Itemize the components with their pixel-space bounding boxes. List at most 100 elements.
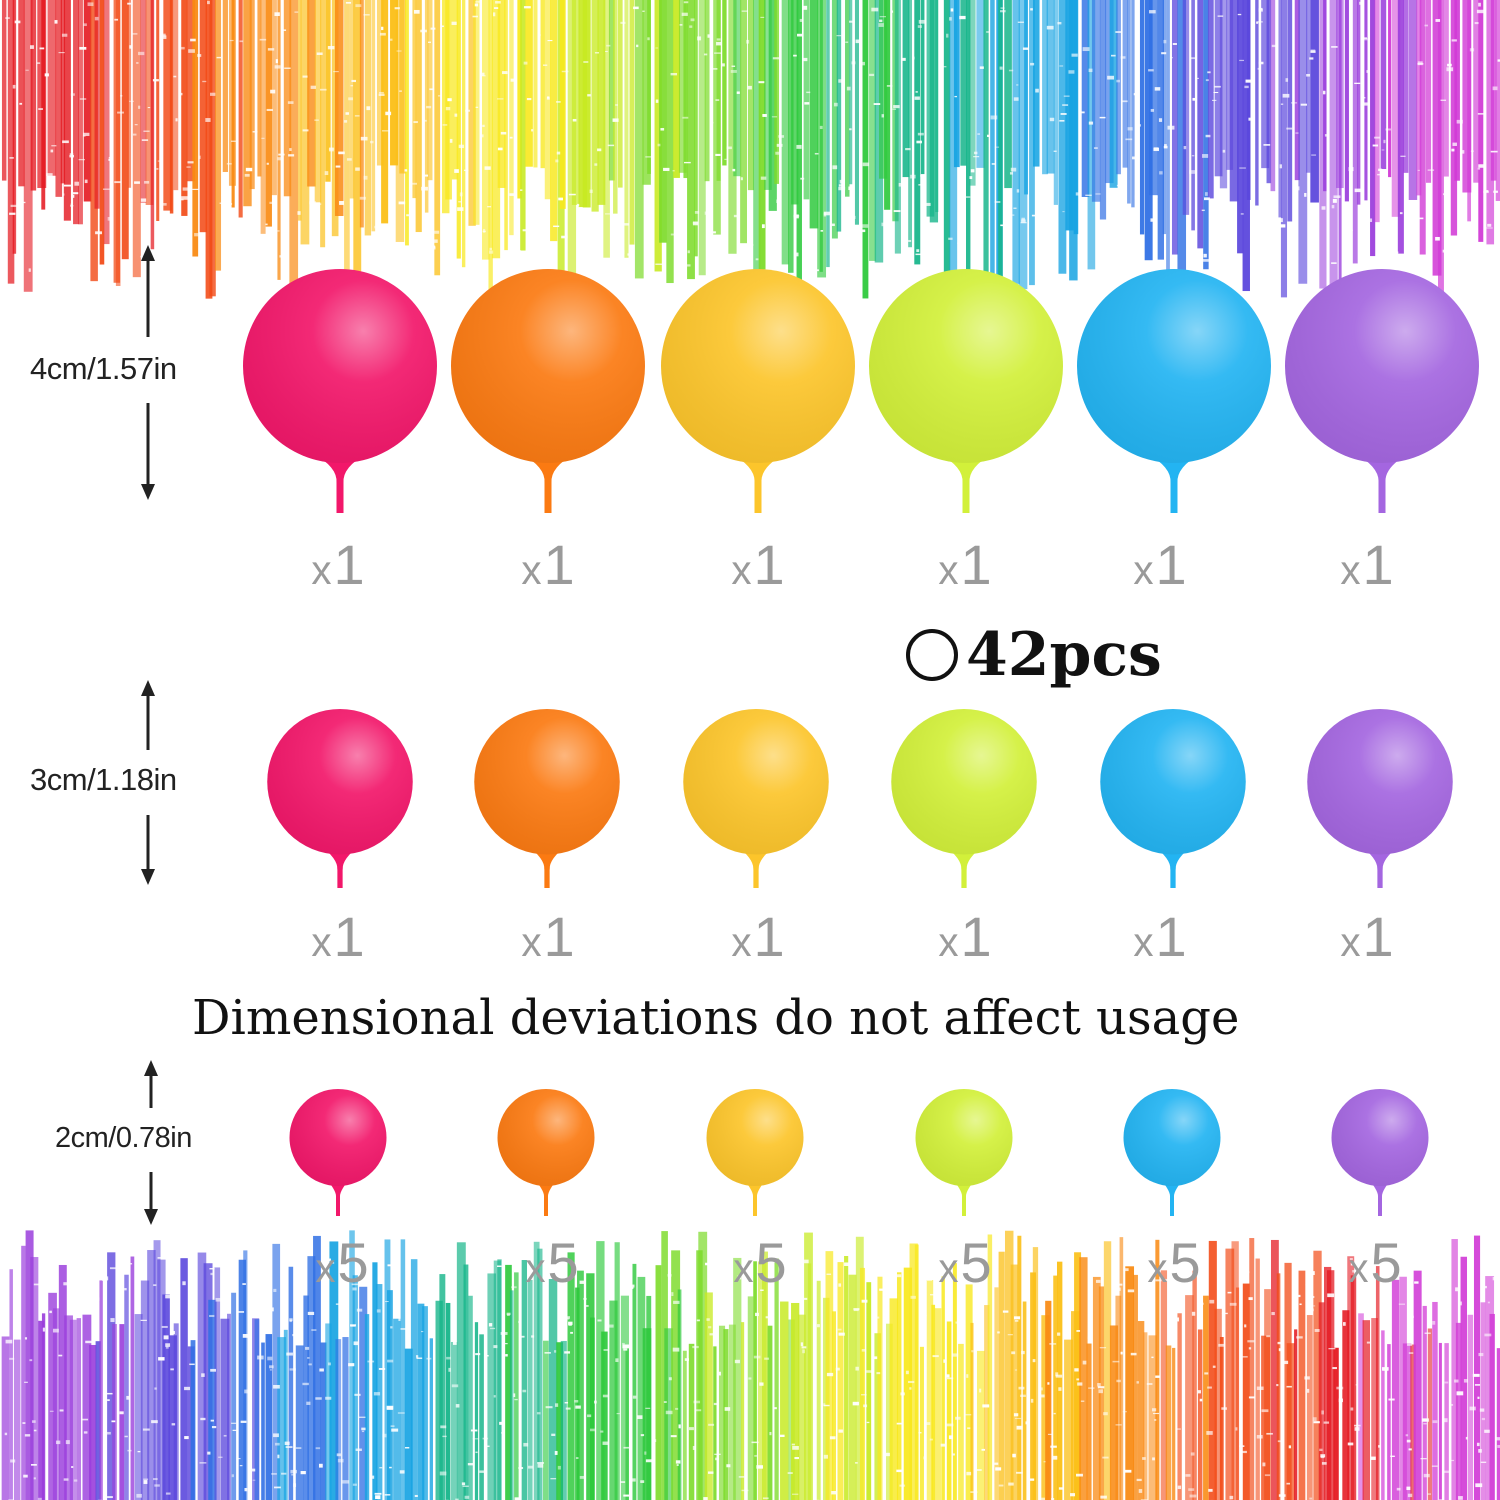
crayon-texture xyxy=(1051,1497,1055,1500)
crayon-texture xyxy=(239,40,244,43)
crayon-stroke xyxy=(816,1280,821,1500)
crayon-texture xyxy=(1152,1457,1155,1461)
crayon-texture xyxy=(760,1289,764,1291)
crayon-texture xyxy=(1280,103,1284,105)
crayon-texture xyxy=(230,140,238,142)
crayon-texture xyxy=(305,1346,310,1350)
crayon-texture xyxy=(1271,1311,1275,1316)
crayon-texture xyxy=(1118,177,1123,180)
crayon-stroke xyxy=(718,1325,726,1500)
crayon-texture xyxy=(1013,1413,1019,1417)
crayon-texture xyxy=(1458,1301,1462,1306)
crayon-texture xyxy=(768,1281,772,1284)
crayon-stroke xyxy=(1425,0,1432,183)
crayon-texture xyxy=(544,1352,551,1354)
crayon-texture xyxy=(1213,201,1216,203)
crayon-texture xyxy=(1087,1336,1092,1339)
crayon-texture xyxy=(1154,196,1158,198)
crayon-texture xyxy=(211,1426,217,1429)
crayon-texture xyxy=(748,1377,752,1380)
crayon-texture xyxy=(1490,150,1498,153)
crayon-texture xyxy=(836,34,842,37)
crayon-texture xyxy=(716,41,722,46)
crayon-stroke xyxy=(788,0,794,273)
crayon-texture xyxy=(692,1445,696,1450)
crayon-texture xyxy=(905,148,911,151)
balloon-2cm-blue xyxy=(1123,1089,1221,1216)
crayon-stroke xyxy=(1350,1275,1357,1500)
crayon-texture xyxy=(692,1345,699,1349)
crayon-texture xyxy=(79,98,87,100)
crayon-texture xyxy=(500,131,507,135)
crayon-stroke xyxy=(1364,0,1368,201)
crayon-stroke xyxy=(372,1262,378,1500)
crayon-stroke xyxy=(1437,0,1444,299)
crayon-texture xyxy=(655,99,659,103)
crayon-texture xyxy=(14,20,21,24)
crayon-stroke xyxy=(445,1302,451,1500)
crayon-texture xyxy=(420,29,427,33)
crayon-texture xyxy=(181,196,188,200)
crayon-texture xyxy=(23,1474,28,1478)
crayon-texture xyxy=(165,1346,169,1349)
crayon-texture xyxy=(194,233,202,237)
crayon-stroke xyxy=(774,1258,779,1500)
crayon-texture xyxy=(623,1494,630,1497)
crayon-texture xyxy=(564,1402,569,1404)
crayon-stroke xyxy=(688,1343,695,1500)
crayon-texture xyxy=(776,251,780,255)
crayon-stroke xyxy=(140,0,147,203)
crayon-stroke xyxy=(1109,0,1118,188)
crayon-stroke xyxy=(723,1329,729,1500)
crayon-texture xyxy=(82,135,86,137)
crayon-stroke xyxy=(205,0,213,299)
crayon-texture xyxy=(543,64,548,66)
crayon-texture xyxy=(1307,1295,1315,1298)
crayon-texture xyxy=(242,242,247,246)
crayon-texture xyxy=(29,45,34,49)
crayon-texture xyxy=(454,113,458,117)
crayon-texture xyxy=(1199,1302,1204,1305)
crayon-texture xyxy=(1192,97,1197,101)
crayon-texture xyxy=(269,201,274,204)
crayon-stroke xyxy=(335,1339,342,1500)
crayon-texture xyxy=(306,1401,311,1405)
crayon-stroke xyxy=(1,1336,10,1500)
crayon-texture xyxy=(746,1271,753,1275)
crayon-texture xyxy=(523,61,528,65)
crayon-texture xyxy=(705,1262,709,1266)
crayon-texture xyxy=(890,10,894,13)
crayon-texture xyxy=(134,181,140,184)
crayon-stroke xyxy=(567,1252,575,1500)
crayon-stroke xyxy=(9,1269,13,1500)
crayon-texture xyxy=(917,132,924,136)
crayon-texture xyxy=(1209,1299,1215,1304)
crayon-texture xyxy=(1450,1459,1454,1462)
crayon-stroke xyxy=(1219,1337,1224,1500)
crayon-texture xyxy=(853,1309,859,1312)
crayon-texture xyxy=(1008,1482,1014,1486)
crayon-texture xyxy=(325,1396,332,1400)
crayon-texture xyxy=(1075,192,1082,196)
crayon-texture xyxy=(800,177,805,180)
crayon-texture xyxy=(29,1359,33,1362)
crayon-texture xyxy=(970,169,975,173)
crayon-texture xyxy=(1052,1455,1058,1460)
crayon-texture xyxy=(708,1326,712,1329)
crayon-texture xyxy=(831,1490,837,1495)
crayon-texture xyxy=(1392,251,1399,254)
crayon-texture xyxy=(746,252,752,255)
crayon-texture xyxy=(1063,1267,1069,1269)
crayon-stroke xyxy=(625,1348,629,1500)
crayon-texture xyxy=(893,210,901,213)
crayon-stroke xyxy=(479,1334,484,1500)
crayon-texture xyxy=(83,132,90,136)
crayon-stroke xyxy=(673,0,680,178)
crayon-texture xyxy=(1447,63,1452,67)
crayon-texture xyxy=(499,1421,504,1425)
balloon-3cm-blue xyxy=(1100,709,1246,888)
crayon-stroke xyxy=(90,0,98,282)
crayon-texture xyxy=(831,223,835,227)
crayon-texture xyxy=(154,1387,157,1390)
crayon-texture xyxy=(307,1357,310,1359)
